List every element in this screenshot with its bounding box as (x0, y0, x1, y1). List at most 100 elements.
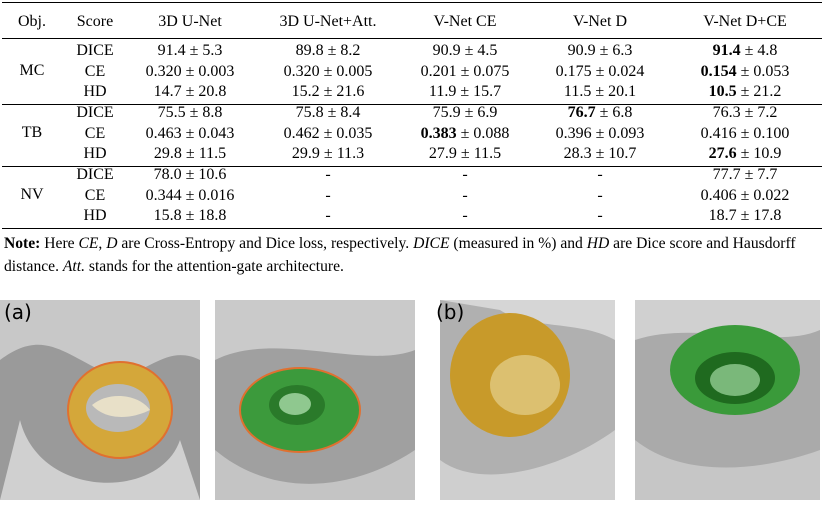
header-cell: Obj. (18, 13, 46, 30)
note-text: stands for the attention-gate architectu… (84, 258, 344, 275)
table-cell: - (462, 187, 467, 205)
group-label: NV (20, 186, 44, 203)
mean: 29.8 (153, 145, 182, 162)
std: ± 0.075 (460, 62, 510, 80)
std: ± 11.5 (185, 145, 227, 162)
mean: 28.3 (563, 145, 592, 162)
header-cell: 3D U-Net (158, 13, 222, 30)
note-text: are Dice score and Hausdorff distance. (4, 235, 796, 275)
mean: 15.8 (153, 207, 182, 224)
mean: 0.396 (555, 124, 592, 142)
panel-label: (a) (4, 300, 32, 324)
std: ± 20.1 (595, 83, 637, 100)
std: ± 15.7 (460, 83, 502, 100)
std: ± 21.2 (740, 83, 782, 100)
table-cell: - (325, 187, 330, 205)
mean: 90.9 (432, 42, 461, 59)
rule (2, 2, 822, 3)
mean: 75.8 (295, 104, 324, 121)
rule (2, 38, 822, 39)
std: ± 10.7 (595, 145, 637, 162)
table-cell: 29.8 ± 11.5 (154, 145, 226, 163)
mean: - (325, 166, 331, 183)
rule (2, 104, 822, 105)
table-cell: 15.2 ± 21.6 (292, 83, 365, 101)
header-cell: V-Net CE (433, 13, 497, 30)
table-cell: 90.9 ± 6.3 (568, 42, 633, 60)
table-cell: 11.9 ± 15.7 (429, 83, 501, 101)
note-text: (measured in %) and (449, 235, 587, 252)
std: ± 4.8 (744, 42, 778, 59)
mean: 0.383 (420, 124, 457, 142)
score-label: CE (84, 186, 106, 204)
rule (2, 228, 822, 229)
table-cell: 0.344 ± 0.016 (146, 187, 235, 205)
table-cell: 89.8 ± 8.2 (296, 42, 361, 60)
table-cell: 0.406 ± 0.022 (701, 187, 790, 205)
mean: - (462, 166, 468, 183)
render-a1 (0, 300, 200, 500)
std: ± 4.5 (464, 42, 498, 59)
mean: 0.416 (700, 124, 737, 142)
mean: 0.201 (420, 62, 457, 80)
std: ± 6.3 (599, 42, 633, 59)
score-label: DICE (76, 42, 114, 59)
std: ± 0.022 (740, 186, 790, 204)
std: ± 0.093 (595, 124, 645, 142)
table-cell: 0.416 ± 0.100 (701, 125, 790, 143)
mean: 29.9 (291, 145, 320, 162)
std: ± 0.053 (740, 62, 790, 80)
mean: 75.5 (157, 104, 186, 121)
panel-label: (b) (436, 300, 465, 324)
note-text: Att. (62, 258, 85, 275)
mean: - (325, 186, 331, 204)
score-label: CE (84, 124, 106, 142)
mean: 11.9 (428, 83, 457, 100)
note-text: HD (586, 235, 610, 252)
table-cell: 27.6 ± 10.9 (709, 145, 782, 163)
mean: - (325, 207, 331, 224)
score-label: HD (83, 207, 107, 224)
table-cell: - (597, 166, 602, 184)
table-cell: 0.396 ± 0.093 (556, 125, 645, 143)
mean: - (597, 207, 603, 224)
mean: 91.4 (712, 42, 741, 59)
std: ± 0.024 (595, 62, 645, 80)
std: ± 0.043 (185, 124, 235, 142)
header-cell: Score (76, 13, 114, 30)
score-label: HD (83, 83, 107, 100)
mean: 0.344 (145, 186, 182, 204)
table-cell: 0.383 ± 0.088 (421, 125, 510, 143)
mean: 18.7 (708, 207, 737, 224)
table-cell: - (462, 207, 467, 225)
score-label: CE (84, 62, 106, 80)
std: ± 7.2 (744, 104, 778, 121)
std: ± 0.016 (185, 186, 235, 204)
header-cell: 3D U-Net+Att. (279, 13, 377, 30)
std: ± 6.9 (464, 104, 498, 121)
note-text: , (98, 235, 107, 252)
std: ± 11.3 (323, 145, 365, 162)
mean: 11.5 (563, 83, 592, 100)
std: ± 6.8 (599, 104, 633, 121)
mean: 15.2 (291, 83, 320, 100)
table-cell: 0.462 ± 0.035 (284, 125, 373, 143)
table-cell: 0.320 ± 0.005 (284, 63, 373, 81)
mean: 90.9 (567, 42, 596, 59)
render-b2 (635, 300, 820, 500)
std: ± 0.035 (323, 124, 373, 142)
table-cell: 29.9 ± 11.3 (292, 145, 364, 163)
mean: 0.406 (700, 186, 737, 204)
table-cell: 76.7 ± 6.8 (568, 104, 633, 122)
mean: 14.7 (153, 83, 182, 100)
note-text: DICE (413, 235, 450, 252)
std: ± 0.088 (460, 124, 510, 142)
mean: - (462, 186, 468, 204)
table-cell: 28.3 ± 10.7 (564, 145, 637, 163)
table-cell: 0.201 ± 0.075 (421, 63, 510, 81)
std: ± 8.4 (327, 104, 361, 121)
mean: 77.7 (712, 166, 741, 183)
table-cell: 15.8 ± 18.8 (154, 207, 227, 225)
table-cell: 27.9 ± 11.5 (429, 145, 501, 163)
